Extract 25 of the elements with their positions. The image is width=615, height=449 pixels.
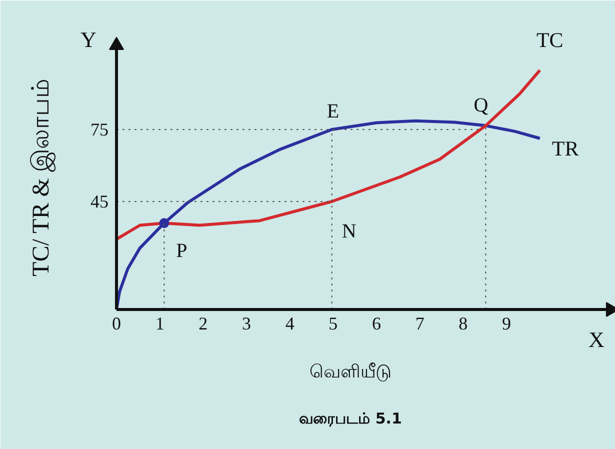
x-tick-label: 4	[285, 314, 294, 334]
x-tick-label: 1	[155, 314, 164, 334]
x-tick-label: 5	[328, 314, 338, 334]
series-label: TR	[552, 136, 579, 160]
text: X	[588, 327, 605, 352]
annotation: Q	[474, 94, 489, 117]
y-axis-title: TC/ TR & இலாபம்	[28, 79, 56, 276]
x-tick-label: 0	[112, 314, 121, 334]
x-tick-label: 7	[415, 314, 424, 334]
x-axis-title: வெளியீடு	[310, 362, 392, 382]
y-tick-label: 75	[90, 120, 108, 140]
x-tick-label: 3	[242, 314, 251, 334]
y-tick-label: 45	[90, 192, 108, 212]
line-series	[115, 68, 542, 241]
text: வரைபடம் 5.1	[299, 410, 402, 428]
text: Y	[80, 27, 97, 52]
x-tick-label: 6	[372, 314, 381, 334]
annotation: N	[342, 220, 356, 242]
annotation: P	[176, 240, 188, 262]
x-tick-label: 8	[458, 314, 468, 334]
series-label: TC	[536, 28, 564, 52]
x-tick-label: 2	[198, 314, 208, 334]
x-tick-label: 9	[502, 314, 511, 334]
annotation: E	[326, 100, 340, 122]
line-series	[115, 119, 542, 311]
